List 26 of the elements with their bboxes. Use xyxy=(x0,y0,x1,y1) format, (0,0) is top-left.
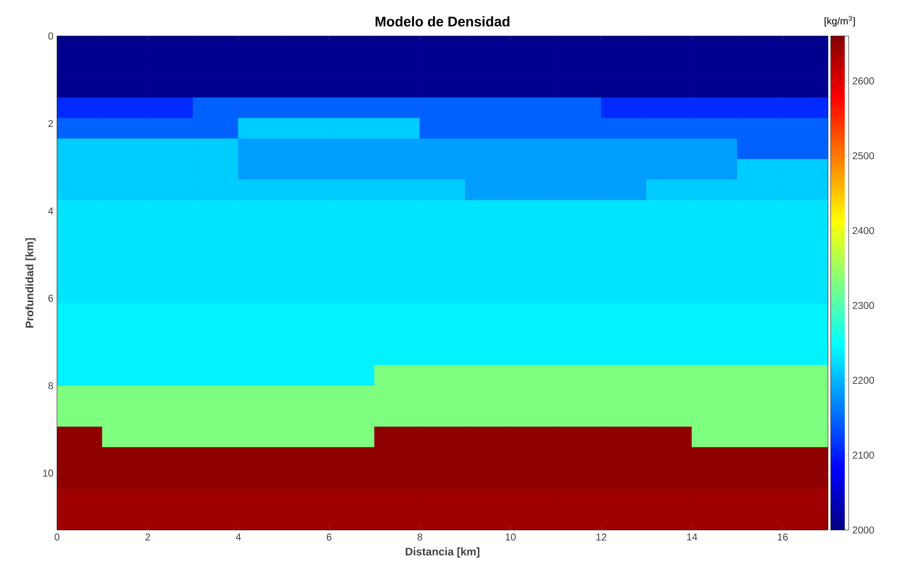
y-tick-label: 2 xyxy=(48,120,53,127)
y-tick-label: 6 xyxy=(48,294,54,302)
x-axis-title: Distancia [km] xyxy=(406,547,480,558)
x-tick-label: 14 xyxy=(687,534,698,540)
color-bar-title: [kg/m$^{3}$] xyxy=(824,16,855,26)
color-bar-label: 2000 xyxy=(852,526,874,534)
color-bar-label: 2300 xyxy=(852,302,874,309)
color-bar-label: 2500 xyxy=(852,152,874,160)
color-bar-label: 2200 xyxy=(852,376,874,384)
color-bar-label: 2600 xyxy=(852,77,874,84)
y-tick-label: 0 xyxy=(48,32,54,40)
color-bar-label: 2100 xyxy=(852,452,874,459)
x-tick-label: 6 xyxy=(326,534,332,541)
x-tick-label: 0 xyxy=(54,534,60,541)
y-tick-label: 8 xyxy=(48,382,54,390)
x-tick-label: 16 xyxy=(778,534,788,541)
y-tick-label: 4 xyxy=(48,207,54,214)
x-tick-label: 10 xyxy=(506,534,516,541)
x-tick-label: 4 xyxy=(236,534,241,540)
color-bar-label: 2400 xyxy=(852,227,874,234)
x-tick-label: 12 xyxy=(596,534,606,540)
x-tick-label: 2 xyxy=(145,534,150,540)
y-tick-label: 10 xyxy=(43,470,54,477)
x-tick-label: 8 xyxy=(417,534,422,541)
y-axis-title: Profundidad [km] xyxy=(25,238,36,328)
chart-title: Modelo de Densidad xyxy=(376,16,510,27)
